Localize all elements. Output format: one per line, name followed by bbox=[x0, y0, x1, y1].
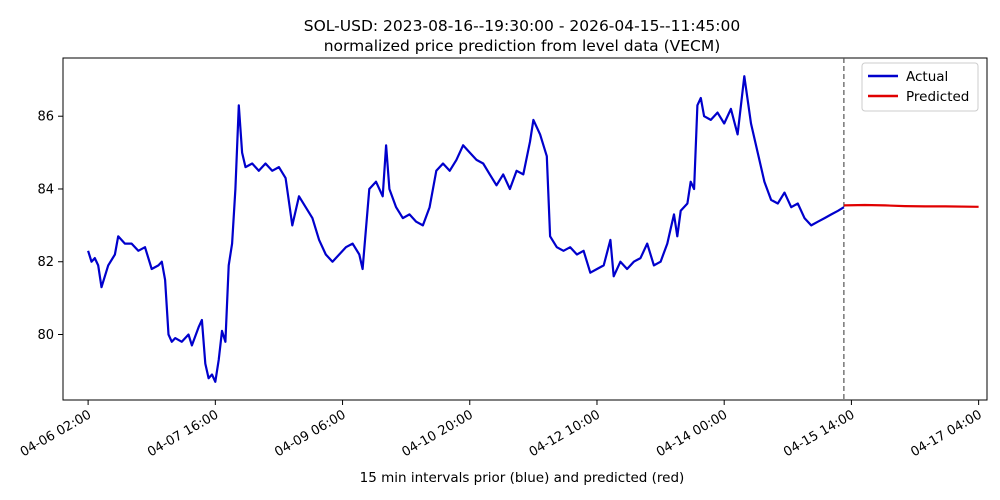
plot-area bbox=[62, 57, 988, 401]
legend-label-predicted: Predicted bbox=[906, 89, 969, 105]
legend: Actual Predicted bbox=[861, 62, 979, 112]
y-axis: 80 82 84 86 bbox=[37, 110, 63, 343]
chart-title: SOL-USD: 2023-08-16--19:30:00 - 2026-04-… bbox=[304, 17, 740, 35]
series-predicted-line bbox=[843, 203, 979, 208]
x-axis-label: 15 min intervals prior (blue) and predic… bbox=[360, 470, 685, 486]
x-tick-label: 04-07 16:00 bbox=[145, 407, 221, 460]
legend-label-actual: Actual bbox=[906, 69, 948, 85]
y-tick-label: 84 bbox=[37, 182, 54, 197]
x-tick-label: 04-17 04:00 bbox=[908, 407, 984, 460]
x-tick-label: 04-09 06:00 bbox=[272, 407, 348, 460]
x-axis: 04-06 02:00 04-07 16:00 04-09 06:00 04-10 2… bbox=[18, 400, 985, 460]
x-tick-label: 04-15 14:00 bbox=[781, 407, 857, 460]
y-tick-label: 86 bbox=[37, 110, 54, 125]
x-tick-label: 04-14 00:00 bbox=[654, 407, 730, 460]
chart-subtitle: normalized price prediction from level d… bbox=[324, 37, 721, 55]
y-tick-label: 80 bbox=[37, 328, 54, 343]
x-tick-label: 04-06 02:00 bbox=[18, 407, 94, 460]
y-tick-label: 82 bbox=[37, 255, 54, 270]
x-tick-label: 04-10 20:00 bbox=[400, 407, 476, 460]
series-actual-line bbox=[87, 75, 845, 383]
x-tick-label: 04-12 10:00 bbox=[527, 407, 603, 460]
